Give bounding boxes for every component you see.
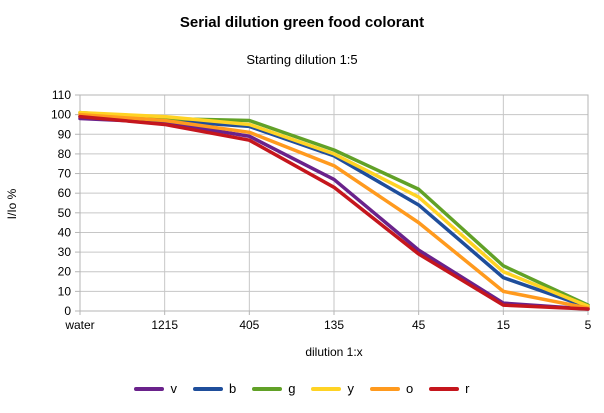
y-tick-label: 90 — [58, 127, 72, 141]
y-tick-label: 60 — [58, 186, 72, 200]
chart-subtitle: Starting dilution 1:5 — [246, 52, 358, 67]
y-tick-label: 100 — [51, 108, 71, 122]
legend-swatch-y — [311, 386, 342, 391]
y-tick-label: 110 — [52, 88, 71, 102]
x-tick-label: water — [64, 318, 94, 332]
y-tick-label: 80 — [58, 147, 72, 161]
x-tick-label: 45 — [412, 318, 426, 332]
legend-label-y: y — [347, 381, 354, 396]
legend-item-b: b — [192, 381, 237, 396]
y-tick-label: 0 — [64, 304, 71, 318]
plot-frame — [79, 94, 589, 312]
legend-swatch-g — [252, 386, 283, 391]
series-line-y — [78, 110, 590, 308]
legend-item-r: r — [429, 381, 470, 396]
legend-item-o: o — [369, 381, 414, 396]
legend-swatch-o — [369, 386, 400, 391]
x-tick-label: 15 — [497, 318, 511, 332]
y-tick-label: 30 — [58, 245, 72, 259]
y-tick-label: 10 — [58, 284, 72, 298]
x-tick-label: 1215 — [151, 318, 178, 332]
series-line-o — [78, 112, 590, 310]
x-tick-label: 405 — [239, 318, 259, 332]
series-line-g — [78, 110, 590, 307]
legend-item-y: y — [311, 382, 354, 395]
legend-label-o: o — [405, 381, 414, 396]
legend-item-v: v — [134, 382, 177, 395]
y-tick-label: 20 — [58, 265, 72, 279]
chart-title: Serial dilution green food colorant — [179, 14, 425, 31]
y-tick-label: 50 — [58, 206, 72, 220]
legend-label-v: v — [170, 381, 177, 396]
legend-label-g: g — [288, 381, 296, 396]
legend-swatch-v — [134, 386, 165, 391]
y-axis-title: I/Io % — [5, 188, 19, 220]
y-tick-label: 40 — [58, 225, 72, 239]
legend-label-b: b — [228, 381, 237, 396]
series-line-r — [78, 114, 590, 311]
x-tick-label: 135 — [324, 318, 344, 332]
legend-swatch-b — [192, 386, 223, 391]
x-tick-label: 5 — [585, 318, 592, 332]
legend-label-r: r — [465, 381, 470, 396]
legend-item-g: g — [252, 382, 295, 395]
legend-swatch-r — [429, 386, 460, 391]
x-axis-title: dilution 1:x — [305, 345, 363, 359]
y-tick-label: 70 — [58, 167, 72, 181]
